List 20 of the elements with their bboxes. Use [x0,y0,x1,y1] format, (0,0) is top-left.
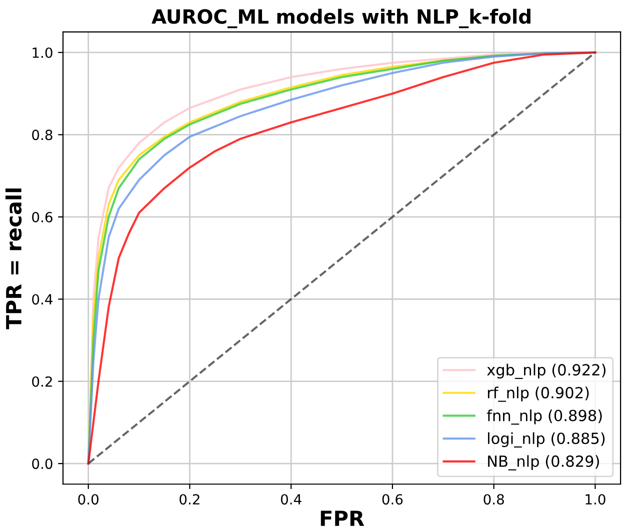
y-tick-label: 0.8 [32,130,52,140]
x-tick-label: 0.6 [382,494,403,505]
y-tick-label: 0.6 [32,212,52,222]
x-tick-label: 0.4 [280,494,302,505]
chart-title: AUROC_ML models with NLP_k-fold [152,8,530,28]
y-tick-label: 0.4 [32,294,52,305]
x-tick-label: 0.2 [180,494,200,505]
y-tick-label: 1.0 [32,47,52,58]
legend-label: xgb_nlp (0.922) [487,364,606,379]
y-tick-label: 0.0 [32,458,52,470]
legend-label: fnn_nlp (0.898) [486,409,602,425]
x-tick-label: 0.0 [78,494,98,505]
y-tick-label: 0.2 [32,376,52,387]
x-axis-title: FPR [320,510,364,526]
legend-label: NB_nlp (0.829) [488,455,599,470]
y-axis-title: TPR = recall [5,188,22,330]
legend-label: logi_nlp (0.885) [488,432,605,448]
x-tick-label: 0.8 [484,494,504,505]
x-tick-label: 1.0 [586,494,606,505]
legend-label: rf_nlp (0.902) [488,386,589,402]
